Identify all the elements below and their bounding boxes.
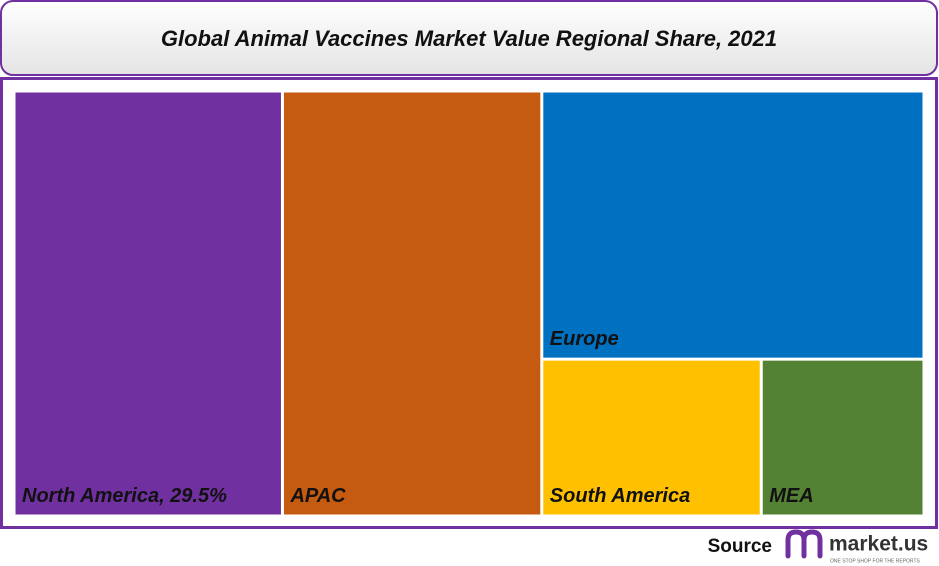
cell-label: Europe: [550, 328, 619, 350]
logo-tagline: ONE STOP SHOP FOR THE REPORTS: [830, 558, 921, 564]
logo-text: market.us: [829, 533, 928, 556]
chart-title: Global Animal Vaccines Market Value Regi…: [161, 26, 777, 51]
cell-label: South America: [550, 485, 690, 507]
cell-label: North America, 29.5%: [22, 485, 227, 507]
logo-icon: [785, 529, 823, 559]
cell: [762, 360, 923, 515]
cell: [543, 360, 760, 515]
cell: [15, 92, 281, 515]
cell: [543, 92, 923, 358]
treemap: North America, 29.5% APAC Europe South Amer…: [15, 92, 923, 515]
source-label: Source: [708, 536, 772, 557]
title-box: [0, 0, 938, 76]
logo: market.us ONE STOP SHOP FOR THE REPORTS: [785, 529, 928, 564]
cell: [283, 92, 541, 515]
cell-label: MEA: [769, 485, 813, 507]
cell-label: APAC: [289, 485, 346, 507]
